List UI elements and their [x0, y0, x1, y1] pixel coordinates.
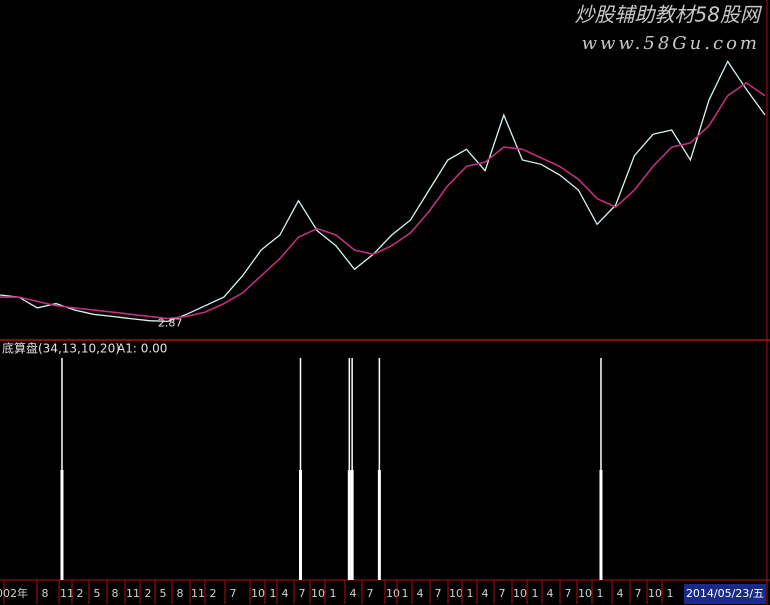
x-tick-label: 7: [565, 587, 572, 600]
date-box: [684, 584, 766, 604]
x-tick-label: 1: [330, 587, 337, 600]
x-tick-label: 002年: [0, 586, 28, 600]
x-tick-label: 1: [667, 587, 674, 600]
x-tick-label: 2: [145, 587, 152, 600]
x-tick-label: 7: [299, 587, 306, 600]
signal-base: [60, 470, 64, 580]
indicator-title: 底算盘(34,13,10,20): [2, 341, 120, 356]
x-tick-label: 11: [191, 587, 205, 600]
x-tick-label: 11: [126, 587, 140, 600]
x-tick-label: 7: [635, 587, 642, 600]
x-tick-label: 10: [513, 587, 527, 600]
x-tick-label: 1: [597, 587, 604, 600]
x-tick-label: 8: [177, 587, 184, 600]
signal-base: [347, 470, 351, 580]
x-tick-label: 2: [77, 587, 84, 600]
x-tick-label: 5: [94, 587, 101, 600]
x-tick-label: 4: [617, 587, 624, 600]
x-tick-label: 10: [449, 587, 463, 600]
x-tick-label: 11: [60, 587, 74, 600]
x-tick-label: 4: [547, 587, 554, 600]
signal-base: [599, 470, 603, 580]
x-tick-label: 10: [311, 587, 325, 600]
watermark-url: www.58Gu.com: [582, 33, 760, 54]
x-tick-label: 1: [532, 587, 539, 600]
x-tick-label: 4: [282, 587, 289, 600]
x-tick-label: 5: [160, 587, 167, 600]
x-tick-label: 4: [482, 587, 489, 600]
x-tick-label: 1: [270, 587, 277, 600]
x-tick-label: 7: [499, 587, 506, 600]
x-tick-label: 4: [350, 587, 357, 600]
low-annotation: 2.87: [158, 316, 183, 329]
x-tick-label: 7: [367, 587, 374, 600]
x-tick-label: 7: [230, 587, 237, 600]
x-tick-label: 10: [386, 587, 400, 600]
signal-base: [298, 470, 302, 580]
indicator-value: A1: 0.00: [117, 342, 167, 356]
x-tick-label: 8: [112, 587, 119, 600]
x-tick-label: 10: [251, 587, 265, 600]
price-line: [0, 60, 766, 323]
x-tick-label: 8: [42, 587, 49, 600]
x-tick-label: 7: [435, 587, 442, 600]
signal-base: [350, 470, 354, 580]
x-tick-label: 4: [417, 587, 424, 600]
signal-base: [377, 470, 381, 580]
x-tick-label: 2: [210, 587, 217, 600]
x-tick-label: 10: [578, 587, 592, 600]
watermark: 炒股辅助教材58股网: [575, 3, 763, 27]
date-label: 2014/05/23/五: [686, 587, 764, 600]
price-line: [0, 81, 766, 320]
x-tick-label: 1: [402, 587, 409, 600]
x-tick-label: 1: [467, 587, 474, 600]
x-tick-label: 10: [648, 587, 662, 600]
